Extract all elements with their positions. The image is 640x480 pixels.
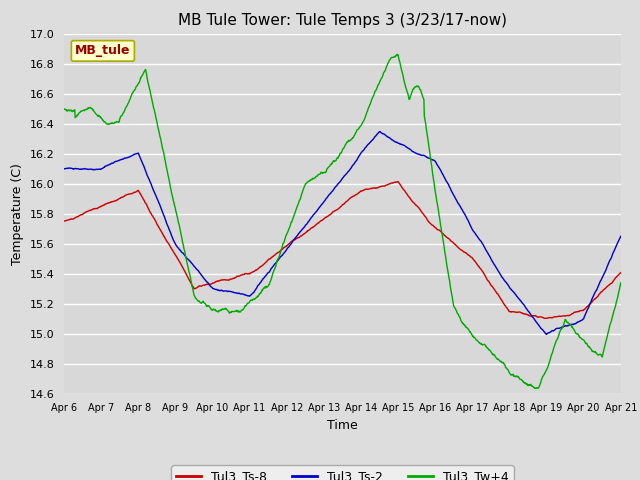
Title: MB Tule Tower: Tule Temps 3 (3/23/17-now): MB Tule Tower: Tule Temps 3 (3/23/17-now… (178, 13, 507, 28)
Legend: Tul3_Ts-8, Tul3_Ts-2, Tul3_Tw+4: Tul3_Ts-8, Tul3_Ts-2, Tul3_Tw+4 (171, 465, 514, 480)
Text: MB_tule: MB_tule (75, 44, 131, 58)
Y-axis label: Temperature (C): Temperature (C) (11, 163, 24, 264)
X-axis label: Time: Time (327, 419, 358, 432)
